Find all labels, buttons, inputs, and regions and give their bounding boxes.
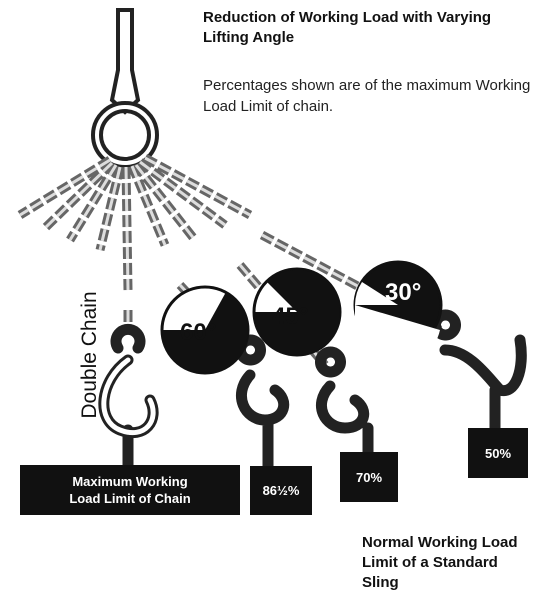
load-box: 50% — [468, 428, 528, 478]
angle-label: 60° — [180, 319, 216, 346]
page: 60° 45° 30° Reduction of Working Load wi… — [0, 0, 552, 600]
description: Percentages shown are of the maximum Wor… — [203, 75, 548, 117]
title: Reduction of Working Load with Varying L… — [203, 8, 523, 48]
shackle — [112, 10, 138, 112]
load-box: Maximum Working Load Limit of Chain — [20, 465, 240, 515]
load-box: 86½% — [250, 466, 312, 515]
side-label: Double Chain — [78, 291, 102, 418]
ring-highlight — [97, 107, 153, 163]
footer: Normal Working Load Limit of a Standard … — [362, 533, 522, 593]
angle-label: 45° — [272, 303, 308, 330]
fan-chains — [20, 158, 250, 290]
load-box: 70% — [340, 452, 398, 502]
angle-label: 30° — [385, 279, 421, 306]
